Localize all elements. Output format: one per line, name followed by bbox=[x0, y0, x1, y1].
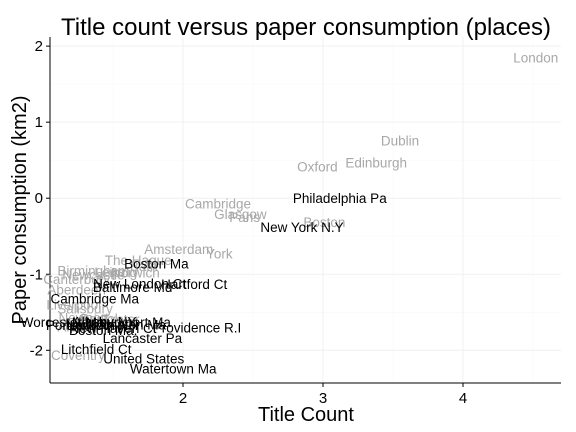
point-label: Portsmouth NH bbox=[46, 318, 138, 333]
point-label: Boston bbox=[303, 215, 345, 230]
point-label: Newport bbox=[58, 311, 109, 326]
point-label: Glasgow bbox=[214, 207, 267, 222]
point-label: Amsterdam bbox=[144, 242, 213, 257]
point-label: Cambridge bbox=[185, 197, 251, 212]
point-label: Oxford bbox=[297, 159, 338, 174]
point-label: Boston Ma bbox=[124, 257, 189, 272]
point-label: Canterbury bbox=[43, 272, 110, 287]
point-label: Leipzig bbox=[94, 265, 137, 280]
point-label: Edinburgh bbox=[345, 155, 407, 170]
y-axis-title: Paper consumption (km2) bbox=[9, 96, 31, 325]
y-tick-label: 0 bbox=[35, 190, 43, 207]
point-label: Lancaster Pa bbox=[103, 331, 183, 346]
axis-ticks: 2 3 4 -2 -1 0 1 2 bbox=[30, 38, 468, 407]
point-label: Liverpool bbox=[46, 298, 101, 313]
x-tick-label: 3 bbox=[319, 390, 327, 407]
plot-grid bbox=[50, 37, 561, 383]
point-label: Salisbury bbox=[57, 301, 113, 316]
point-label: Boston Ma. bbox=[69, 323, 137, 338]
x-tick-label: 2 bbox=[179, 390, 187, 407]
point-label: Albany bbox=[57, 320, 99, 335]
point-label: Albany NY bbox=[73, 314, 137, 329]
point-label: Baltimore Md bbox=[93, 280, 173, 295]
point-label: Bristol bbox=[80, 311, 118, 326]
chart-title: Title count versus paper consumption (pl… bbox=[61, 14, 551, 41]
point-label: Bath bbox=[130, 259, 158, 274]
x-tick-label: 4 bbox=[459, 390, 467, 407]
point-label: Newcastle bbox=[62, 267, 124, 282]
point-label: Birmingham bbox=[57, 263, 129, 278]
point-label: Worcester Ma bbox=[21, 315, 105, 330]
y-tick-label: 1 bbox=[35, 114, 43, 131]
y-tick-label: 2 bbox=[35, 38, 43, 55]
point-label: Litchfield Ct bbox=[61, 342, 132, 357]
point-label: Norwich bbox=[111, 266, 160, 281]
plot-axes bbox=[49, 37, 561, 384]
point-labels: London Dublin Edinburgh Oxford CambridgeGlas… bbox=[21, 51, 559, 377]
point-label: Dublin bbox=[381, 133, 419, 148]
point-label: Hartford Ct bbox=[161, 277, 227, 292]
point-label: United States bbox=[103, 352, 184, 367]
point-label: Newburyport Ma bbox=[72, 315, 172, 330]
y-tick-label: -1 bbox=[30, 266, 43, 283]
point-label: Cambridge Ma bbox=[51, 292, 140, 307]
x-axis-title: Title Count bbox=[258, 404, 354, 426]
point-label: Providence R.I bbox=[153, 320, 242, 335]
point-label: Philadelphia Pa bbox=[293, 191, 387, 206]
point-label: Aberdeen bbox=[47, 282, 106, 297]
y-tick-label: -2 bbox=[30, 342, 43, 359]
point-label: New Haven Ct bbox=[69, 321, 156, 336]
point-label: Coventry bbox=[51, 348, 105, 363]
point-label: York bbox=[206, 247, 233, 262]
point-label: London bbox=[513, 51, 558, 66]
point-label: The Hague bbox=[105, 253, 172, 268]
point-label: Watertown Ma bbox=[130, 362, 217, 377]
point-label: Northampton Ma bbox=[66, 317, 167, 332]
point-label: New London Ct bbox=[93, 276, 186, 291]
point-label: Paris bbox=[229, 210, 260, 225]
point-label: New York N.Y bbox=[260, 220, 343, 235]
point-label: Exeter bbox=[100, 312, 140, 327]
